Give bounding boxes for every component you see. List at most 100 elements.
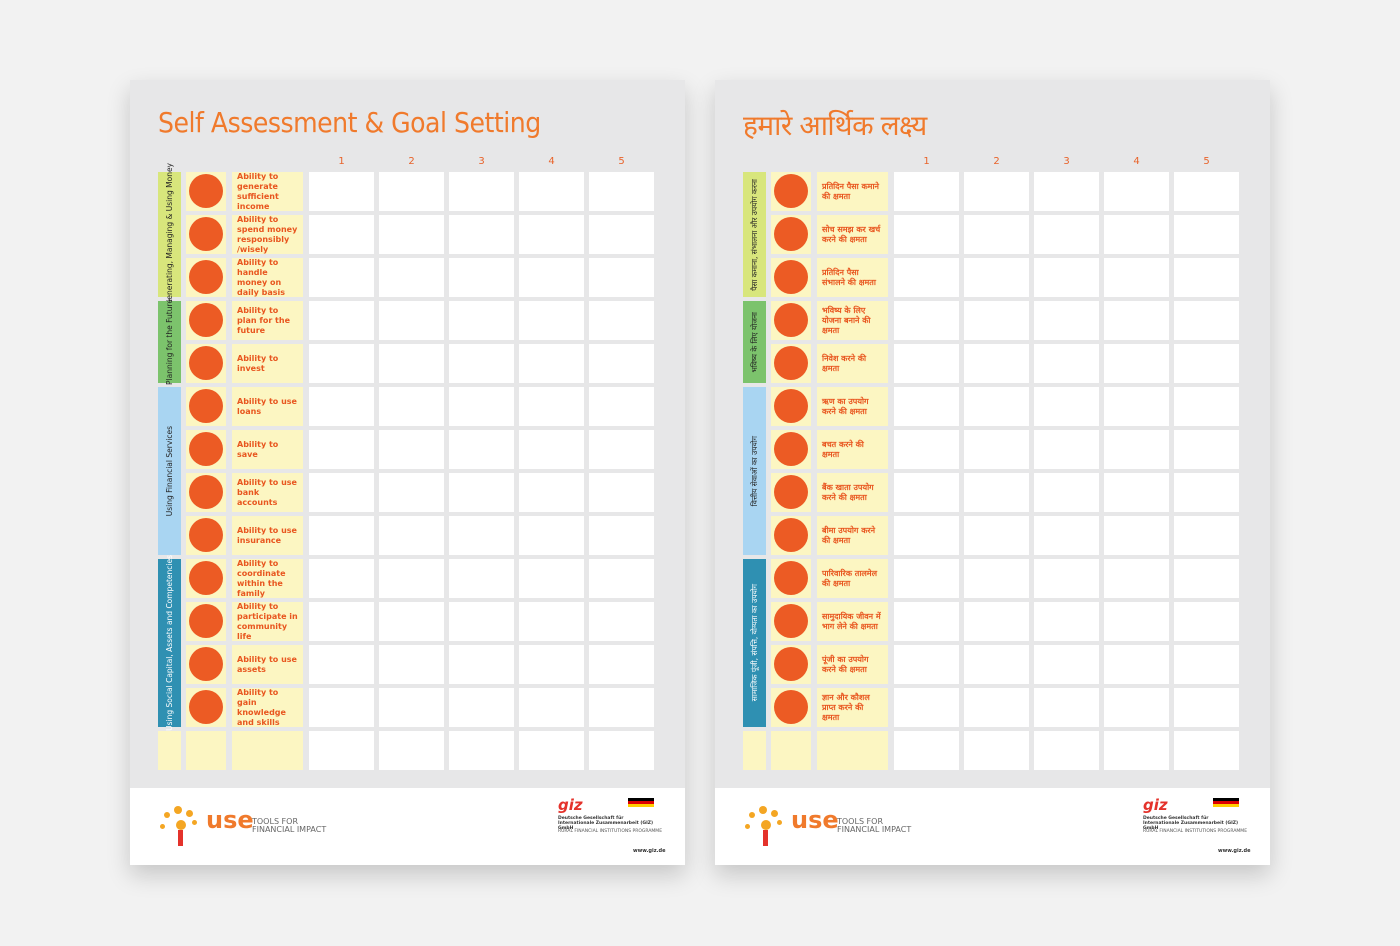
- rating-cell: [1034, 387, 1099, 426]
- rating-cell: [449, 258, 514, 297]
- rating-cell: [519, 602, 584, 641]
- section-label: Using Social Capital, Assets and Compete…: [158, 555, 181, 731]
- section-text: Planning for the Future: [165, 299, 174, 385]
- row-label: Ability to participate in community life: [232, 602, 303, 641]
- rating-cell: [1174, 215, 1239, 254]
- rating-cell: [309, 387, 374, 426]
- rating-cell: [894, 258, 959, 297]
- logo-body: [763, 830, 768, 846]
- logo-dot: [777, 820, 782, 825]
- rating-cell: [894, 688, 959, 727]
- rating-cell: [964, 387, 1029, 426]
- icon-cell: [771, 731, 811, 770]
- rating-cell: [964, 215, 1029, 254]
- rating-cell: [1104, 516, 1169, 555]
- rating-cell: [379, 688, 444, 727]
- row-label: सोच समझ कर खर्च करने की क्षमता: [817, 215, 888, 254]
- programme: RURAL FINANCIAL INSTITUTIONS PROGRAMME: [1143, 829, 1248, 834]
- rating-cell: [309, 258, 374, 297]
- rating-cell: [964, 473, 1029, 512]
- rating-cell: [1174, 688, 1239, 727]
- url: www.giz.de: [633, 848, 666, 854]
- rating-cell: [589, 559, 654, 598]
- section-label: पैसा कमाना, संभालना और उपयोग करना: [743, 172, 766, 297]
- row-label: ज्ञान और कौशल प्राप्त करने की क्षमता: [817, 688, 888, 727]
- rating-cell: [379, 387, 444, 426]
- rating-cell: [964, 258, 1029, 297]
- row-label: पूंजी का उपयोग करने की क्षमता: [817, 645, 888, 684]
- logo-dot: [771, 810, 778, 817]
- icon: [189, 174, 223, 208]
- logo-dot: [160, 824, 165, 829]
- column-number: 2: [408, 156, 415, 167]
- rating-cell: [1104, 172, 1169, 211]
- blank-label: [232, 731, 303, 770]
- rating-cell: [449, 301, 514, 340]
- rating-cell: [589, 602, 654, 641]
- rating-cell: [449, 172, 514, 211]
- row-label: Ability to use loans: [232, 387, 303, 426]
- rating-cell: [894, 172, 959, 211]
- rating-cell: [894, 645, 959, 684]
- row-label: Ability to handle money on daily basis: [232, 258, 303, 297]
- blank-section: [158, 731, 181, 770]
- rating-cell: [1034, 258, 1099, 297]
- rating-cell: [1104, 559, 1169, 598]
- rating-cell: [1174, 516, 1239, 555]
- rating-cell: [309, 516, 374, 555]
- rating-cell: [519, 559, 584, 598]
- logo-dot: [176, 820, 186, 830]
- rating-cell: [379, 172, 444, 211]
- section-text: पैसा कमाना, संभालना और उपयोग करना: [749, 178, 759, 291]
- blank-label: [817, 731, 888, 770]
- programme: RURAL FINANCIAL INSTITUTIONS PROGRAMME: [558, 829, 663, 834]
- rating-cell: [1174, 430, 1239, 469]
- rating-cell: [379, 731, 444, 770]
- rating-cell: [1034, 430, 1099, 469]
- flag: [628, 798, 654, 807]
- rating-cell: [1104, 301, 1169, 340]
- rating-cell: [1174, 344, 1239, 383]
- row-label: Ability to use insurance: [232, 516, 303, 555]
- section-label: Planning for the Future: [158, 299, 181, 385]
- icon: [189, 647, 223, 681]
- rating-cell: [589, 344, 654, 383]
- rating-cell: [519, 215, 584, 254]
- rating-cell: [309, 301, 374, 340]
- column-number: 1: [923, 156, 930, 167]
- poster: हमारे आर्थिक लक्ष्य 1 2 3 4 5 पैसा कमाना, संभा…: [715, 80, 1270, 865]
- column-number: 4: [1133, 156, 1140, 167]
- logo-figure: [745, 806, 785, 846]
- icon: [189, 303, 223, 337]
- rating-cell: [964, 602, 1029, 641]
- column-number: 5: [1203, 156, 1210, 167]
- rating-cell: [1174, 387, 1239, 426]
- rating-cell: [1034, 559, 1099, 598]
- icon: [189, 217, 223, 251]
- section-text: Using Social Capital, Assets and Compete…: [165, 555, 174, 731]
- tagline: TOOLS FOR FINANCIAL IMPACT: [252, 817, 327, 834]
- org-logo: giz: [558, 796, 583, 814]
- icon: [189, 604, 223, 638]
- rating-cell: [519, 688, 584, 727]
- rating-cell: [449, 731, 514, 770]
- icon: [774, 174, 808, 208]
- rating-cell: [1034, 645, 1099, 684]
- rating-cell: [964, 516, 1029, 555]
- rating-cell: [379, 301, 444, 340]
- rating-cell: [1174, 731, 1239, 770]
- rating-cell: [309, 688, 374, 727]
- rating-cell: [519, 645, 584, 684]
- icon: [189, 690, 223, 724]
- rating-cell: [1034, 602, 1099, 641]
- rating-cell: [1174, 645, 1239, 684]
- row-label: भविष्य के लिए योजना बनाने की क्षमता: [817, 301, 888, 340]
- column-number: 1: [338, 156, 345, 167]
- logo-dot: [174, 806, 182, 814]
- icon: [774, 389, 808, 423]
- icon: [189, 475, 223, 509]
- rating-cell: [589, 301, 654, 340]
- column-number: 3: [1063, 156, 1070, 167]
- row-label: बीमा उपयोग करने की क्षमता: [817, 516, 888, 555]
- rating-cell: [1104, 258, 1169, 297]
